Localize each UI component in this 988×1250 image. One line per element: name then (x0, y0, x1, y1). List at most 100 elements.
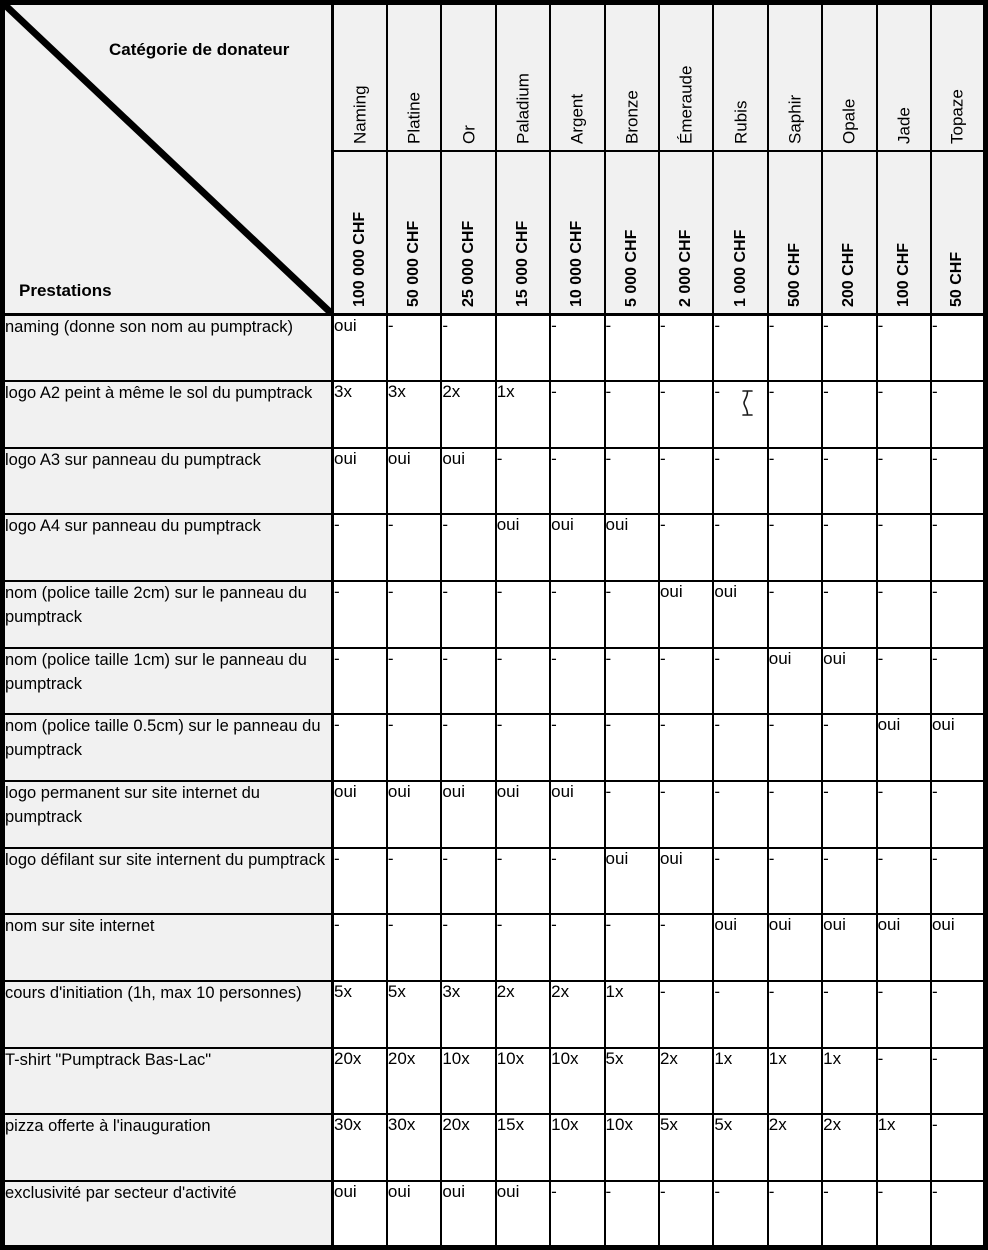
table-cell: - (657, 913, 715, 982)
table-cell: oui (875, 913, 932, 982)
tier-name-argent: Argent (549, 2, 606, 152)
table-cell (494, 313, 552, 383)
table-cell: - (821, 580, 878, 649)
tier-amount-paladium: 15 000 CHF (494, 149, 552, 316)
table-cell: - (331, 846, 388, 916)
table-cell: - (875, 646, 932, 716)
table-cell: - (929, 779, 987, 849)
table-cell: oui (929, 913, 987, 982)
table-cell: - (712, 846, 769, 916)
table-cell: - (494, 446, 552, 516)
table-cell: - (657, 646, 715, 716)
table-cell: 1x (603, 979, 660, 1049)
tier-name-label: Platine (404, 91, 424, 144)
table-row: exclusivité par secteur d'activité oui oui… (2, 1179, 987, 1248)
table-cell: - (875, 446, 932, 516)
table-row: logo défilant sur site internent du pump… (2, 846, 987, 916)
table-cell: - (657, 979, 715, 1049)
tier-amount-label: 10 000 CHF (568, 220, 586, 307)
tier-name-label: Émeraude (676, 65, 696, 144)
table-cell: - (440, 580, 497, 649)
tier-name-jade: Jade (875, 2, 932, 152)
table-cell: oui (440, 779, 497, 849)
table-row: logo A4 sur panneau du pumptrack - - - oui ou… (2, 513, 987, 583)
table-cell: - (385, 646, 443, 716)
tier-amount-label: 500 CHF (785, 242, 803, 307)
table-cell: oui (875, 713, 932, 782)
table-row: nom (police taille 0.5cm) sur le panneau… (2, 713, 987, 782)
table-row: logo A3 sur panneau du pumptrack oui oui ou… (2, 446, 987, 516)
corner-top-label: Catégorie de donateur (109, 40, 290, 59)
corner-bottom-label: Prestations (19, 281, 112, 300)
table-row: cours d'initiation (1h, max 10 personnes… (2, 979, 987, 1049)
table-cell: - (549, 380, 606, 449)
table-cell: - (494, 713, 552, 782)
table-cell: - (549, 913, 606, 982)
table-cell: oui (549, 779, 606, 849)
table-cell: - (603, 580, 660, 649)
row-label: logo A2 peint à même le sol du pumptrack (2, 380, 334, 449)
table-cell: oui (440, 1179, 497, 1248)
table-row: naming (donne son nom au pumptrack) oui - -… (2, 313, 987, 383)
table-cell: 15x (494, 1113, 552, 1182)
table-cell: oui (549, 513, 606, 583)
table-cell: - (331, 513, 388, 583)
tier-name-or: Or (440, 2, 497, 152)
table-cell: 30x (385, 1113, 443, 1182)
table-cell: oui (494, 1179, 552, 1248)
table-cell: oui (821, 913, 878, 982)
table-cell: - (657, 1179, 715, 1248)
table-cell: - (712, 513, 769, 583)
table-cell: - (821, 1179, 878, 1248)
table-cell: - (929, 513, 987, 583)
table-cell: - (331, 646, 388, 716)
tier-name-label: Opale (839, 98, 859, 144)
table-cell: 1x (821, 1046, 878, 1116)
row-label: logo A4 sur panneau du pumptrack (2, 513, 334, 583)
tier-amount-naming: 100 000 CHF (331, 149, 388, 316)
tier-amount-label: 5 000 CHF (622, 229, 640, 307)
table-cell: oui (821, 646, 878, 716)
row-label: nom (police taille 2cm) sur le panneau d… (2, 580, 334, 649)
table-cell: - (929, 446, 987, 516)
row-label: nom sur site internet (2, 913, 334, 982)
table-cell: 3x (385, 380, 443, 449)
tier-name-label: Jade (894, 106, 914, 144)
table-cell: - (929, 380, 987, 449)
table-cell: - (385, 846, 443, 916)
tier-name-label: Naming (350, 84, 370, 144)
table-cell: 20x (440, 1113, 497, 1182)
table-cell: oui (385, 1179, 443, 1248)
table-row: pizza offerte à l'inauguration 30x 30x 20x 1… (2, 1113, 987, 1182)
corner-header-cell: Catégorie de donateur Prestations (2, 2, 334, 316)
table-cell: oui (603, 513, 660, 583)
table-cell: 5x (603, 1046, 660, 1116)
tier-amount-jade: 100 CHF (875, 149, 932, 316)
table-cell: - (385, 513, 443, 583)
tier-amount-label: 50 000 CHF (405, 220, 423, 307)
table-cell: - (875, 979, 932, 1049)
table-cell: - (929, 1046, 987, 1116)
table-cell: - (712, 313, 769, 383)
table-cell: - (494, 846, 552, 916)
table-cell: 10x (603, 1113, 660, 1182)
tier-amount-saphir: 500 CHF (766, 149, 824, 316)
table-cell: 3x (331, 380, 388, 449)
table-cell: 10x (440, 1046, 497, 1116)
table-cell: oui (657, 580, 715, 649)
table-cell: - (875, 580, 932, 649)
tier-name-rubis: Rubis (712, 2, 769, 152)
table-cell: oui (331, 446, 388, 516)
tier-name-label: Or (459, 124, 479, 144)
table-cell: - (766, 779, 824, 849)
table-cell: - (929, 846, 987, 916)
row-label: logo défilant sur site internent du pump… (2, 846, 334, 916)
table-cell: oui (712, 580, 769, 649)
tier-name-paladium: Paladium (494, 2, 552, 152)
table-cell: - (712, 713, 769, 782)
table-cell: - (549, 713, 606, 782)
tier-name-label: Argent (567, 93, 587, 144)
tier-name-bronze: Bronze (603, 2, 660, 152)
table-cell: 20x (331, 1046, 388, 1116)
